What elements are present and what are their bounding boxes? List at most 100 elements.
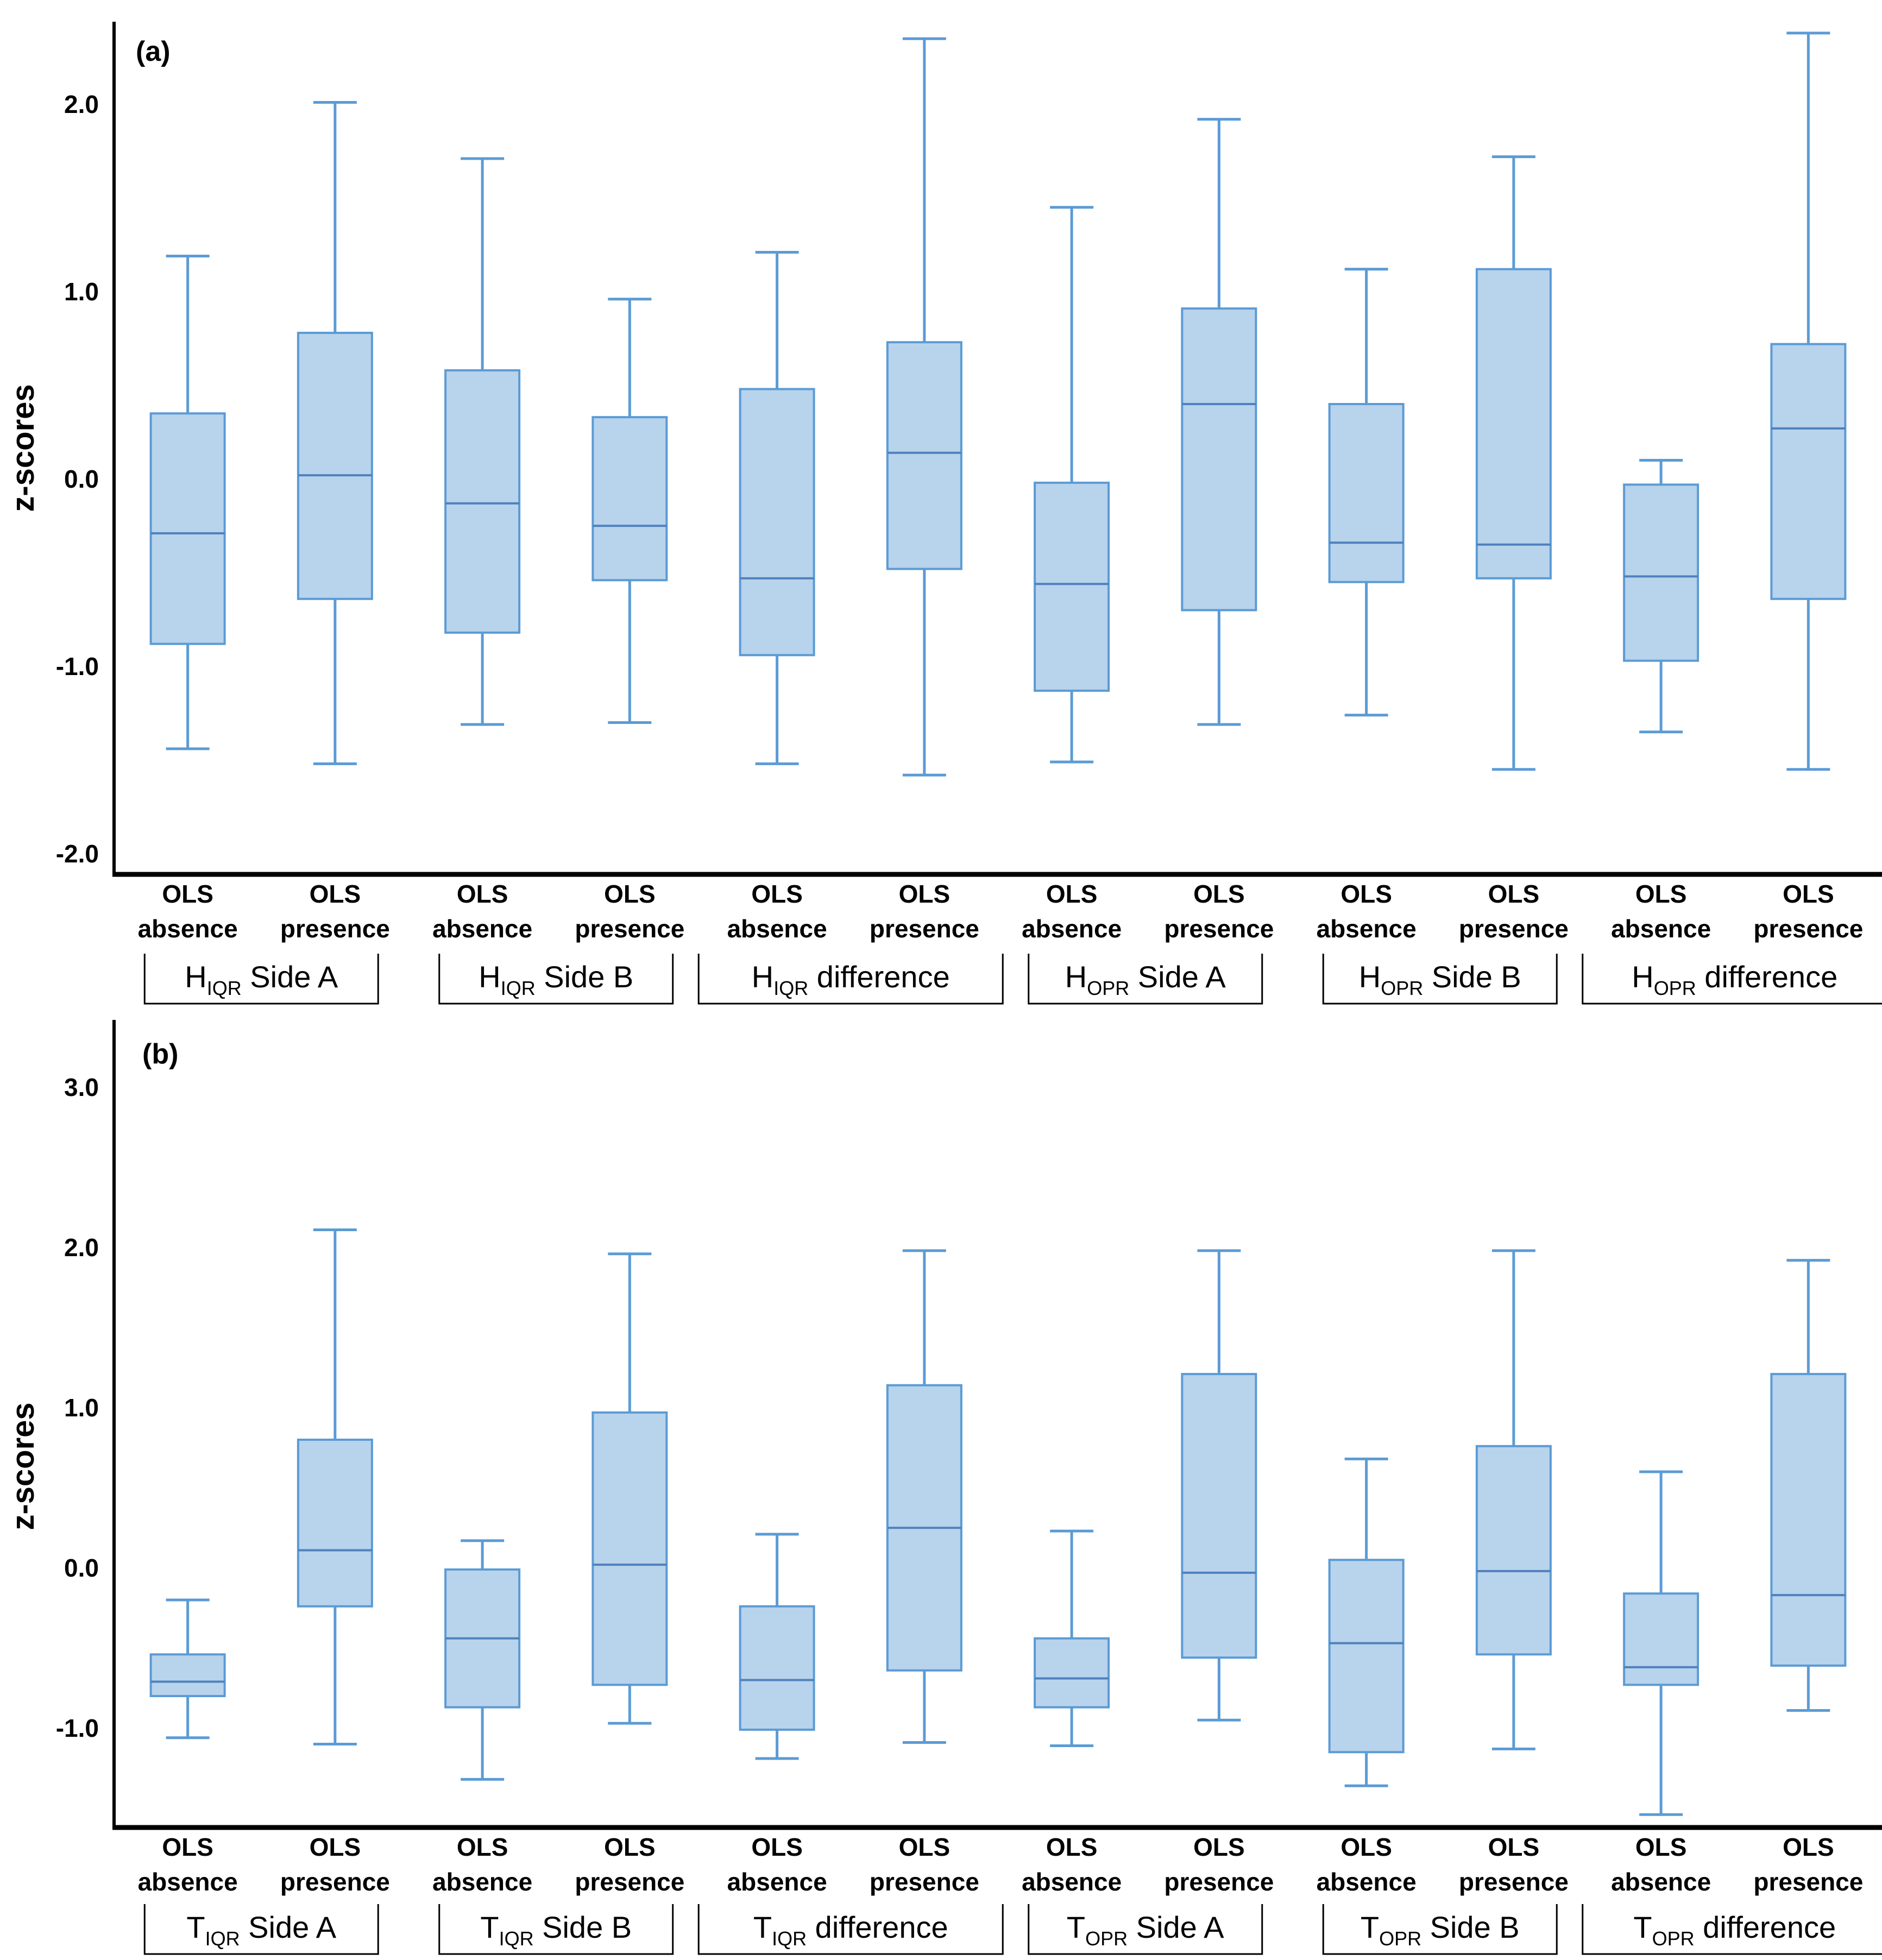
y-tick-label: 3.0 <box>64 1073 99 1101</box>
x-tick-label-ols: OLS <box>899 880 951 908</box>
iqr-box <box>1181 1373 1257 1659</box>
y-tick-label: 0.0 <box>64 465 99 493</box>
x-tick-label-ols: OLS <box>604 1833 656 1861</box>
group-label-box <box>1582 954 1882 1005</box>
group-label: HOPR Side B <box>1359 960 1521 999</box>
group-label-box <box>1028 954 1263 1005</box>
box-a-4-OLS-presence <box>591 298 668 724</box>
group-label-box <box>697 1904 1004 1955</box>
iqr-box <box>1623 483 1700 662</box>
group-label: HOPR difference <box>1632 960 1837 999</box>
y-tick-label: 2.0 <box>64 90 99 118</box>
box-b-3-OLS-absence <box>444 1539 521 1781</box>
x-tick-label-ols: OLS <box>310 880 361 908</box>
group-label-box <box>438 1904 674 1955</box>
y-axis-title: z-scores <box>5 1402 41 1530</box>
box-b-2-OLS-presence <box>297 1228 373 1745</box>
x-tick-label-ols: OLS <box>899 1833 951 1861</box>
group-label: TIQR Side B <box>480 1910 632 1950</box>
panel-label: (b) <box>142 1038 178 1070</box>
x-tick-label-ols: OLS <box>1193 880 1245 908</box>
box-a-7-OLS-absence <box>1034 206 1110 764</box>
box-b-4-OLS-presence <box>591 1252 668 1725</box>
iqr-box <box>149 1653 226 1698</box>
iqr-box <box>1770 343 1847 600</box>
group-label: HIQR Side A <box>185 960 338 999</box>
x-tick-label-condition: absence <box>1611 1868 1711 1896</box>
group-label: TOPR Side B <box>1361 1910 1520 1950</box>
box-b-6-OLS-presence <box>886 1249 962 1744</box>
panel-label: (a) <box>136 36 171 67</box>
box-a-9-OLS-absence <box>1328 268 1405 717</box>
box-b-7-OLS-absence <box>1034 1529 1110 1747</box>
group-label-box <box>1028 1904 1263 1955</box>
box-b-1-OLS-absence <box>149 1598 226 1740</box>
box-b-12-OLS-presence <box>1770 1259 1847 1712</box>
x-tick-label-ols: OLS <box>1488 1833 1540 1861</box>
group-label: HIQR Side B <box>479 960 633 999</box>
iqr-box <box>149 412 226 645</box>
x-tick-label-condition: presence <box>575 915 684 943</box>
group-label-box <box>143 1904 379 1955</box>
x-tick-label-condition: absence <box>1611 915 1711 943</box>
group-label-box <box>1322 1904 1558 1955</box>
x-tick-label-ols: OLS <box>1340 1833 1392 1861</box>
x-tick-label-ols: OLS <box>604 880 656 908</box>
x-tick-label-ols: OLS <box>1046 880 1098 908</box>
group-label: TIQR Side A <box>186 1910 336 1950</box>
iqr-box <box>1770 1373 1847 1667</box>
x-tick-label-condition: presence <box>1164 915 1274 943</box>
x-tick-label-ols: OLS <box>1340 880 1392 908</box>
box-a-11-OLS-absence <box>1623 459 1700 734</box>
y-tick-label: -1.0 <box>56 652 99 680</box>
iqr-box <box>739 1605 815 1731</box>
x-tick-label-condition: presence <box>1459 1868 1569 1896</box>
x-tick-label-condition: presence <box>870 915 979 943</box>
x-tick-label-ols: OLS <box>1193 1833 1245 1861</box>
group-label: HIQR difference <box>752 960 950 999</box>
group-label: HOPR Side A <box>1065 960 1226 999</box>
iqr-box <box>1475 1445 1552 1656</box>
group-label: TOPR Side A <box>1067 1910 1224 1950</box>
box-b-5-OLS-absence <box>739 1533 815 1760</box>
iqr-box <box>1034 481 1110 692</box>
group-label: TIQR difference <box>753 1910 948 1950</box>
x-tick-label-ols: OLS <box>751 880 803 908</box>
x-tick-label-condition: presence <box>1753 915 1863 943</box>
x-tick-label-ols: OLS <box>457 880 508 908</box>
x-tick-label-ols: OLS <box>751 1833 803 1861</box>
y-tick-label: 2.0 <box>64 1233 99 1262</box>
x-tick-label-ols: OLS <box>1488 880 1540 908</box>
group-label-box <box>143 954 379 1005</box>
group-label-box <box>697 954 1004 1005</box>
box-a-12-OLS-presence <box>1770 31 1847 771</box>
x-tick-label-condition: absence <box>138 915 238 943</box>
iqr-box <box>739 388 815 657</box>
x-tick-label-ols: OLS <box>1635 1833 1687 1861</box>
y-tick-label: 1.0 <box>64 1394 99 1422</box>
y-tick-label: 1.0 <box>64 278 99 306</box>
box-a-1-OLS-absence <box>149 254 226 751</box>
iqr-box <box>1328 403 1405 583</box>
box-b-11-OLS-absence <box>1623 1470 1700 1816</box>
x-tick-label-ols: OLS <box>162 1833 213 1861</box>
x-tick-label-condition: presence <box>280 1868 390 1896</box>
box-b-8-OLS-presence <box>1181 1249 1257 1722</box>
x-tick-label-ols: OLS <box>162 880 213 908</box>
iqr-box <box>1034 1637 1110 1709</box>
group-label-box <box>1322 954 1558 1005</box>
x-tick-label-ols: OLS <box>310 1833 361 1861</box>
box-a-10-OLS-presence <box>1475 155 1552 771</box>
group-label-box <box>438 954 674 1005</box>
x-tick-label-condition: absence <box>1022 915 1122 943</box>
x-tick-label-condition: absence <box>432 915 532 943</box>
x-tick-label-condition: absence <box>727 1868 827 1896</box>
iqr-box <box>591 1411 668 1686</box>
iqr-box <box>1475 268 1552 579</box>
x-tick-label-ols: OLS <box>1635 880 1687 908</box>
box-a-6-OLS-presence <box>886 37 962 777</box>
iqr-box <box>1623 1592 1700 1686</box>
x-tick-label-condition: presence <box>1459 915 1569 943</box>
box-a-5-OLS-absence <box>739 251 815 765</box>
